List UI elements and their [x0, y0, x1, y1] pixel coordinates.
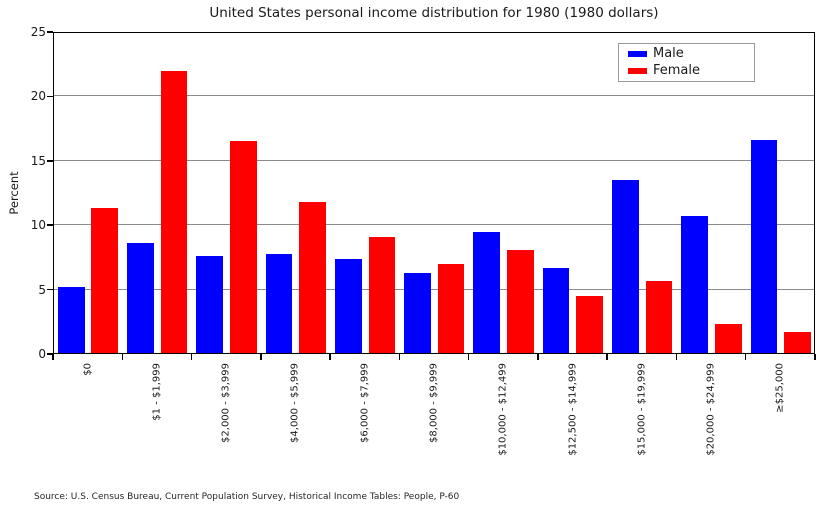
x-tick-label-7: $12,500 - $14,999 — [567, 363, 579, 456]
female-bar-3 — [299, 202, 326, 354]
y-tick-0 — [47, 353, 53, 355]
bar-group-6 — [469, 32, 538, 354]
bar-group-2 — [192, 32, 261, 354]
male-bar-10 — [750, 140, 778, 354]
x-tick-label-0: $0 — [82, 363, 94, 376]
x-tick-label-4: $6,000 - $7,999 — [359, 363, 371, 443]
y-axis-title: Percent — [7, 171, 21, 215]
x-tick-11 — [814, 354, 816, 360]
female-bar-0 — [91, 208, 119, 354]
y-axis-ticks — [47, 31, 53, 355]
y-axis-tick-labels: 0 5 10 15 20 25 — [0, 25, 46, 361]
male-bar-4 — [334, 258, 362, 354]
x-tick-7 — [537, 354, 539, 360]
y-tick-label-25: 25 — [30, 25, 46, 39]
bar-group-1 — [122, 32, 191, 354]
male-bar-1 — [127, 243, 154, 354]
y-tick-label-20: 20 — [30, 89, 46, 104]
male-swatch-icon — [628, 51, 647, 57]
bar-group-7 — [538, 32, 607, 354]
female-bar-1 — [160, 70, 188, 354]
male-bar-8 — [612, 180, 639, 354]
female-bar-6 — [507, 249, 534, 354]
x-tick-label-8: $15,000 - $19,999 — [636, 363, 648, 456]
female-bar-4 — [368, 236, 396, 354]
female-bar-5 — [437, 263, 465, 354]
legend-item-female: Female — [628, 63, 754, 79]
x-tick-0 — [52, 354, 54, 360]
bar-group-10 — [746, 32, 815, 354]
y-tick-label-0: 0 — [38, 347, 46, 361]
gridline-10 — [53, 224, 815, 226]
x-tick-1 — [121, 354, 124, 360]
male-bar-9 — [681, 216, 708, 354]
y-tick-15 — [47, 160, 53, 162]
source-note: Source: U.S. Census Bureau, Current Popu… — [34, 492, 460, 502]
x-tick-8 — [606, 354, 608, 360]
y-tick-20 — [47, 95, 53, 98]
bar-group-9 — [676, 32, 745, 354]
male-bar-3 — [265, 253, 293, 354]
female-swatch-icon — [628, 68, 647, 74]
legend-item-male: Male — [628, 46, 754, 62]
x-tick-label-9: $20,000 - $24,999 — [705, 363, 717, 456]
x-tick-3 — [260, 354, 262, 360]
y-tick-label-10: 10 — [30, 218, 46, 233]
x-tick-9 — [675, 354, 678, 360]
y-tick-25 — [47, 31, 53, 33]
legend: Male Female — [618, 43, 755, 82]
bar-group-8 — [607, 32, 676, 354]
gridline-15 — [53, 159, 815, 161]
x-tick-2 — [190, 354, 193, 360]
male-bar-5 — [404, 272, 431, 354]
x-tick-label-5: $8,000 - $9,999 — [428, 363, 440, 443]
x-tick-4 — [329, 354, 331, 360]
y-tick-10 — [47, 224, 53, 226]
x-tick-label-10: ≥$25,000 — [774, 363, 786, 413]
female-bar-7 — [576, 296, 603, 354]
bar-group-5 — [399, 32, 468, 354]
legend-label-female: Female — [653, 63, 701, 78]
x-tick-label-3: $4,000 - $5,999 — [289, 363, 301, 443]
x-axis-tick-labels: $0 $1 - $1,999 $2,000 - $3,999 $4,000 - $5,… — [53, 363, 815, 483]
male-bar-2 — [196, 256, 224, 354]
x-tick-5 — [398, 354, 401, 360]
female-bar-8 — [645, 280, 673, 354]
y-tick-5 — [47, 288, 53, 291]
x-tick-label-2: $2,000 - $3,999 — [220, 363, 232, 443]
female-bar-2 — [229, 141, 257, 354]
female-bar-10 — [784, 332, 811, 354]
bar-group-4 — [330, 32, 399, 354]
x-tick-10 — [744, 354, 747, 360]
gridline-5 — [53, 288, 815, 290]
x-tick-label-1: $1 - $1,999 — [151, 363, 163, 421]
x-tick-6 — [467, 354, 470, 360]
chart-title: United States personal income distributi… — [209, 5, 659, 21]
plot-area — [53, 32, 815, 354]
bar-group-0 — [53, 32, 122, 354]
x-axis-ticks — [52, 354, 816, 360]
male-bar-0 — [57, 287, 85, 354]
legend-label-male: Male — [653, 46, 684, 61]
male-bar-7 — [542, 267, 570, 354]
male-bar-6 — [473, 231, 501, 354]
gridline-20 — [53, 95, 815, 97]
y-tick-label-15: 15 — [30, 153, 46, 168]
female-bar-9 — [714, 324, 742, 354]
bar-group-3 — [261, 32, 330, 354]
x-tick-label-6: $10,000 - $12,499 — [497, 363, 509, 456]
y-tick-label-5: 5 — [38, 282, 46, 297]
